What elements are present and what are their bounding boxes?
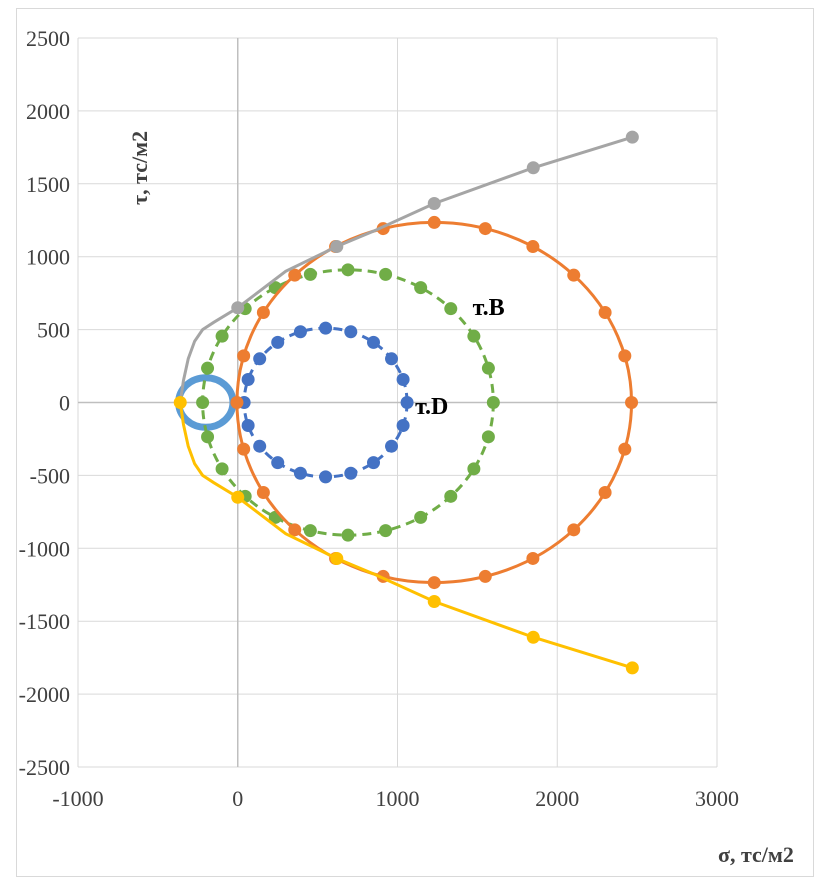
- series-1-point: [293, 466, 307, 480]
- series-1-point: [253, 352, 267, 366]
- annotations: т.В т.D: [415, 295, 505, 420]
- y-tick-label: 1500: [26, 172, 70, 197]
- series-4-point: [427, 196, 441, 210]
- series-1-point: [253, 439, 267, 453]
- series-2-point: [303, 524, 317, 538]
- series-4-point: [330, 239, 344, 253]
- y-axis-title: τ, тс/м2: [127, 131, 152, 205]
- series-1-point: [400, 396, 414, 409]
- chart-frame: [16, 8, 814, 877]
- series-5-point: [625, 661, 639, 675]
- series-2-point: [486, 396, 500, 409]
- series-5-line: [178, 402, 633, 670]
- series-2-point: [444, 302, 458, 316]
- series-1-point: [367, 335, 381, 349]
- series-3-point: [625, 396, 639, 409]
- x-axis-title: σ, тс/м2: [718, 842, 794, 867]
- series-3-point: [237, 442, 251, 456]
- series-1-point: [319, 470, 333, 484]
- series-2-point: [481, 361, 495, 375]
- series-3-point: [598, 486, 612, 500]
- series-1-point: [241, 373, 255, 387]
- annotation-label: т.В: [473, 295, 505, 321]
- series-3-point: [478, 569, 492, 583]
- series-1-point: [344, 325, 358, 339]
- series-2-point: [379, 524, 393, 538]
- series-1-point: [367, 456, 381, 470]
- series-3-point: [618, 442, 632, 456]
- annotation-label: т.D: [415, 394, 448, 420]
- series-1-point: [385, 439, 399, 453]
- series-2-point: [467, 329, 481, 343]
- y-tick-label: 500: [37, 318, 70, 343]
- x-tick-label: 3000: [695, 786, 739, 811]
- series-5-point: [231, 490, 245, 504]
- series-3-point: [598, 305, 612, 319]
- series-5-point: [526, 630, 540, 644]
- series-2-point: [481, 430, 495, 444]
- series-3-point: [478, 222, 492, 236]
- series-3-point: [526, 551, 540, 565]
- series-2-point: [341, 528, 355, 542]
- series-1-point: [271, 335, 285, 349]
- series-2-point: [379, 267, 393, 281]
- series-2-point: [467, 462, 481, 476]
- series-3-point: [230, 396, 244, 409]
- tick-labels: -1000 0 1000 2000 3000 2500 2000 1500 1000 500 0 -5…: [19, 26, 739, 811]
- y-tick-label: -500: [30, 463, 70, 488]
- series-2-point: [414, 510, 428, 524]
- series-3-point: [288, 523, 302, 537]
- x-tick-label: 2000: [535, 786, 579, 811]
- y-tick-label: -2500: [19, 755, 70, 780]
- series-3-point: [256, 486, 270, 500]
- series-1-point: [396, 373, 410, 387]
- x-tick-label: 0: [232, 786, 243, 811]
- x-tick-label: 1000: [376, 786, 420, 811]
- series-2-point: [201, 430, 215, 444]
- series-2-point: [444, 489, 458, 503]
- series-4-point: [526, 161, 540, 175]
- series-1-point: [319, 321, 333, 335]
- series-5-point: [173, 396, 187, 409]
- series-3-point: [237, 349, 251, 363]
- series-3-point: [567, 523, 581, 537]
- y-tick-label: 2500: [26, 26, 70, 51]
- series-1-point: [293, 325, 307, 339]
- series-1-point: [385, 352, 399, 366]
- series-1-point: [344, 466, 358, 480]
- series-5-point: [330, 552, 344, 566]
- series-2-point: [196, 396, 210, 409]
- series-1-point: [241, 418, 255, 432]
- y-tick-label: 1000: [26, 245, 70, 270]
- series-3-point: [526, 240, 540, 254]
- series-3-point: [256, 305, 270, 319]
- series-2-point: [215, 329, 229, 343]
- y-tick-label: -1500: [19, 609, 70, 634]
- series-2-point: [414, 281, 428, 295]
- y-tick-label: 2000: [26, 99, 70, 124]
- series-3-point: [427, 576, 441, 590]
- series-3-point: [618, 349, 632, 363]
- y-tick-label: -1000: [19, 536, 70, 561]
- series-3-point: [427, 215, 441, 229]
- series-2-point: [303, 267, 317, 281]
- series-2-point: [201, 361, 215, 375]
- series-2-point: [341, 263, 355, 277]
- series-4-point: [625, 130, 639, 144]
- y-tick-label: -2000: [19, 682, 70, 707]
- series-3-point: [567, 268, 581, 282]
- series-2-point: [215, 462, 229, 476]
- series-3-point: [288, 268, 302, 282]
- x-tick-label: -1000: [52, 786, 103, 811]
- series-5-point: [427, 595, 441, 609]
- series-4-line: [178, 135, 633, 403]
- series-4-point: [231, 301, 245, 315]
- series-1-point: [396, 418, 410, 432]
- plot-area: [173, 130, 639, 675]
- series-1-point: [271, 456, 285, 470]
- y-tick-label: 0: [59, 391, 70, 416]
